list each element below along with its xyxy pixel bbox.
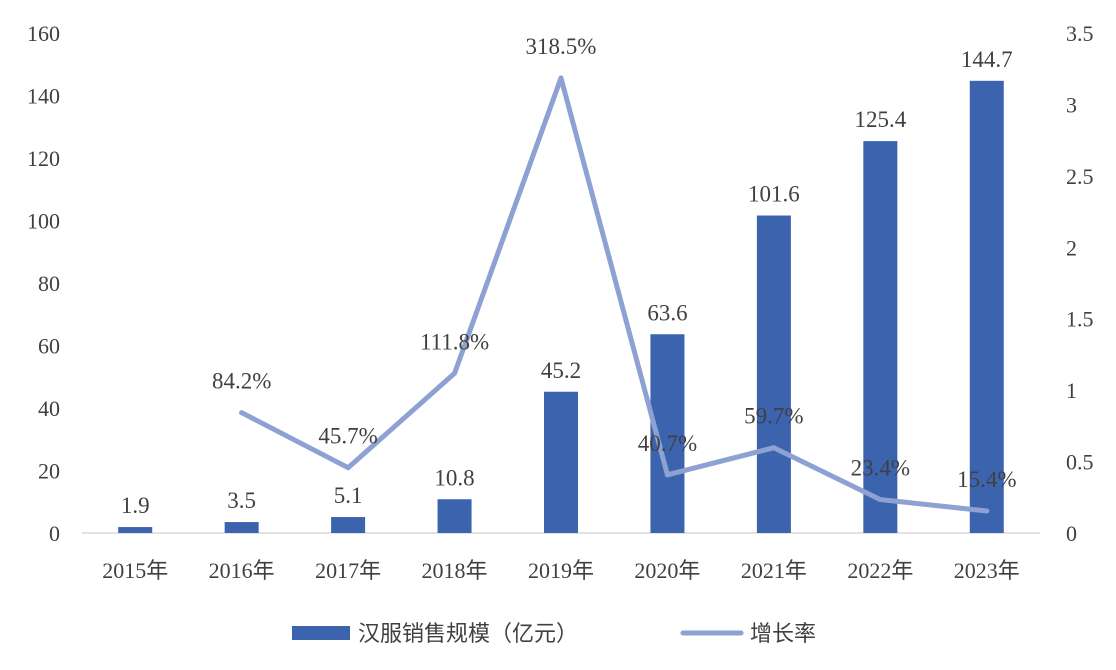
line-data-label: 23.4% — [851, 456, 910, 481]
line-data-label: 318.5% — [526, 34, 597, 59]
y-left-tick-label: 140 — [27, 84, 60, 109]
x-tick-label: 2018年 — [422, 558, 488, 583]
line-point — [345, 465, 351, 471]
bar-data-label: 101.6 — [748, 182, 800, 207]
line-point — [664, 472, 670, 478]
bar-data-label: 125.4 — [854, 107, 906, 132]
y-right-tick-label: 3 — [1066, 92, 1077, 117]
legend: 汉服销售规模（亿元） 增长率 — [292, 622, 816, 647]
y-right-tick-label: 1.5 — [1066, 307, 1094, 332]
bar-data-label: 3.5 — [227, 488, 256, 513]
line-data-label: 111.8% — [420, 329, 489, 354]
bar — [969, 80, 1004, 533]
y-right-tick-label: 0.5 — [1066, 450, 1094, 475]
x-tick-label: 2019年 — [528, 558, 594, 583]
growth-rate-line — [239, 75, 990, 514]
x-tick-label: 2023年 — [954, 558, 1020, 583]
y-right-tick-label: 2 — [1066, 235, 1077, 260]
y-right-tick-label: 2.5 — [1066, 164, 1094, 189]
data-labels-group: 1.9 3.5 5.1 10.8 45.2 63.6 101.6 125.4 144.7 84.2… — [121, 34, 1017, 518]
line-point — [984, 508, 990, 514]
y-right-tick-label: 1 — [1066, 378, 1077, 403]
legend-line-label: 增长率 — [750, 622, 816, 647]
x-tick-label: 2020年 — [634, 558, 700, 583]
y-left-tick-label: 0 — [49, 521, 60, 546]
legend-bar-swatch — [292, 626, 350, 640]
y-right-tick-label: 3.5 — [1066, 21, 1094, 46]
line-point — [558, 75, 564, 81]
y-left-tick-label: 120 — [27, 146, 60, 171]
y-left-tick-label: 100 — [27, 209, 60, 234]
line-data-label: 40.7% — [638, 431, 697, 456]
line-point — [452, 370, 458, 376]
legend-bar-label: 汉服销售规模（亿元） — [358, 622, 578, 647]
line-data-label: 59.7% — [744, 404, 803, 429]
bar-data-label: 144.7 — [961, 47, 1013, 72]
axes-group: 0 20 40 60 80 100 120 140 160 0 0.5 1 1.5 2 2.5 3 3.5 201… — [27, 21, 1094, 583]
bar — [331, 517, 366, 533]
bar — [544, 391, 578, 533]
line-series-group — [239, 75, 990, 514]
y-left-tick-label: 20 — [38, 459, 60, 484]
x-tick-label: 2017年 — [315, 558, 381, 583]
bar-series-group — [118, 80, 1004, 533]
bar — [118, 527, 153, 533]
bar-data-label: 63.6 — [647, 300, 687, 325]
x-tick-label: 2021年 — [741, 558, 807, 583]
bar-data-label: 1.9 — [121, 493, 150, 518]
y-left-tick-label: 80 — [38, 271, 60, 296]
bar — [224, 522, 259, 533]
y-right-tick-label: 0 — [1066, 521, 1077, 546]
line-data-label: 84.2% — [212, 369, 271, 394]
line-point — [877, 497, 883, 503]
bar-data-label: 45.2 — [541, 358, 581, 383]
y-left-tick-label: 60 — [38, 334, 60, 359]
y-left-tick-label: 40 — [38, 396, 60, 421]
line-data-label: 45.7% — [318, 424, 377, 449]
bar-data-label: 10.8 — [434, 465, 474, 490]
line-data-label: 15.4% — [957, 467, 1016, 492]
bar-data-label: 5.1 — [334, 483, 363, 508]
bar — [863, 141, 898, 533]
bar — [437, 499, 472, 533]
y-left-tick-label: 160 — [27, 21, 60, 46]
line-point — [771, 445, 777, 451]
bar — [756, 215, 791, 533]
x-tick-label: 2015年 — [102, 558, 168, 583]
x-tick-label: 2016年 — [209, 558, 275, 583]
line-point — [239, 410, 245, 416]
x-tick-label: 2022年 — [847, 558, 913, 583]
